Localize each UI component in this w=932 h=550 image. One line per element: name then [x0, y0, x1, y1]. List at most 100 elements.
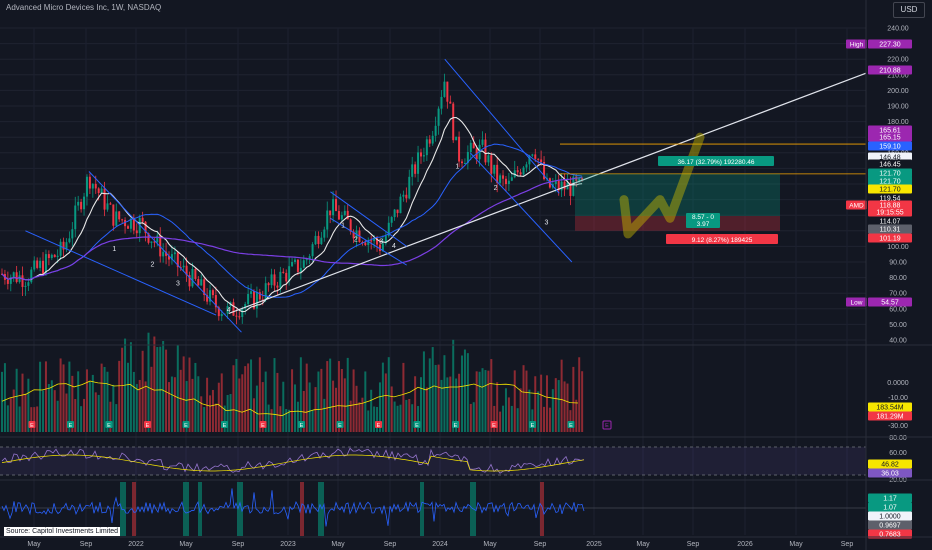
candle-body: [276, 285, 279, 288]
volume-bar: [214, 403, 217, 432]
volume-bar: [317, 371, 320, 432]
wave-label: 1: [456, 163, 460, 170]
candle-body: [314, 235, 317, 245]
candle-body: [294, 259, 296, 262]
candle-body: [39, 260, 42, 268]
price-label-value: 121.70: [879, 179, 901, 186]
candle-body: [85, 176, 88, 197]
measure-box: [686, 220, 720, 228]
volume-bar: [396, 405, 399, 432]
channel-upper-line: [330, 191, 407, 247]
measure-box-label: 36.17 (32.79%) 192280.46: [678, 159, 755, 166]
price-tick-label: 180.00: [887, 119, 909, 126]
candle-body: [343, 210, 346, 216]
time-axis: May Sep 2022 May Sep 2023 May Sep 2024 May Sep 2025…: [27, 541, 853, 548]
volume-bar: [434, 364, 437, 432]
volume-bar: [469, 403, 472, 432]
wave-label: 1: [112, 246, 116, 253]
candle-body: [285, 272, 288, 282]
volume-bar: [548, 407, 551, 432]
candle-body: [168, 255, 171, 260]
volume-bar: [109, 401, 112, 432]
volume-bar: [343, 378, 346, 432]
time-axis-label: May: [331, 541, 345, 548]
earnings-marker: [336, 421, 344, 428]
time-axis-label: May: [483, 541, 497, 548]
time-axis-label: Sep: [232, 541, 245, 548]
candle-body: [408, 176, 411, 199]
candle-body: [162, 251, 165, 257]
candle-body: [440, 96, 443, 109]
candle-body: [472, 142, 475, 149]
earnings-marker: [182, 421, 190, 428]
wave-label: 2: [354, 237, 358, 244]
volume-bar: [147, 332, 150, 432]
volume-bar: [74, 399, 77, 432]
volume-bar: [53, 390, 56, 432]
candle-body: [305, 259, 308, 261]
price-label-value: 121.70: [879, 171, 901, 178]
loss-zone: [575, 215, 780, 231]
candle-body: [434, 125, 437, 136]
candle-body: [493, 164, 496, 174]
candle-body: [273, 274, 276, 286]
volume-bar: [91, 374, 94, 432]
candle-body: [572, 176, 575, 196]
currency-button[interactable]: USD: [893, 2, 925, 18]
earnings-marker-label: E: [492, 423, 496, 429]
volume-bar: [238, 378, 241, 432]
oscillator-value-box: [868, 493, 912, 503]
moving-average-long: [1, 176, 583, 281]
candle-body: [150, 241, 153, 243]
rsi-band: [0, 447, 866, 475]
price-label-box: [868, 297, 912, 307]
volume-bar: [27, 378, 30, 432]
volume-bar: [507, 397, 510, 432]
price-label-box: [868, 39, 912, 49]
wave-label: 3: [379, 238, 383, 245]
price-label-value: 159.10: [879, 144, 901, 151]
volume-bar: [414, 376, 417, 432]
price-label-box: [868, 152, 912, 162]
volume-bar: [42, 390, 45, 432]
measure-box: [686, 213, 720, 221]
volume-bar: [572, 366, 575, 432]
candle-body: [516, 170, 519, 173]
volume-bar: [185, 381, 188, 432]
candle-body: [250, 291, 253, 294]
volume-bar: [3, 363, 6, 432]
candle-body: [255, 292, 258, 309]
volume-bar: [425, 387, 428, 432]
volume-bar: [540, 374, 543, 432]
oscillator-value-box: [868, 529, 912, 539]
price-label-box: [868, 233, 912, 243]
rsi-value-label: 46.82: [881, 462, 899, 469]
volume-tick-label: 0.0000: [887, 380, 909, 387]
candle-body: [461, 161, 464, 164]
candle-body: [147, 233, 150, 243]
candle-body: [47, 254, 50, 259]
candle-body: [44, 254, 47, 274]
candle-body: [455, 136, 458, 141]
candle-body: [74, 205, 77, 230]
candle-body: [252, 291, 255, 309]
measure-box: [658, 156, 774, 166]
oscillator-highlight: [420, 482, 424, 536]
candle-body: [258, 292, 261, 300]
earnings-marker: [259, 421, 267, 428]
volume-bar: [504, 388, 507, 432]
volume-bar: [428, 358, 431, 432]
earnings-marker-label: E: [146, 423, 150, 429]
time-axis-label: May: [27, 541, 41, 548]
candle-body: [115, 211, 118, 226]
candle-body: [156, 235, 159, 243]
time-axis-label: 2023: [280, 541, 296, 548]
candle-body: [502, 175, 505, 179]
highlight-path: [619, 132, 705, 239]
volume-bar: [276, 372, 279, 432]
oscillator-highlight: [120, 482, 126, 536]
price-tick-label: 40.00: [889, 338, 907, 345]
volume-bar: [554, 378, 557, 432]
volume-bar: [466, 353, 469, 432]
